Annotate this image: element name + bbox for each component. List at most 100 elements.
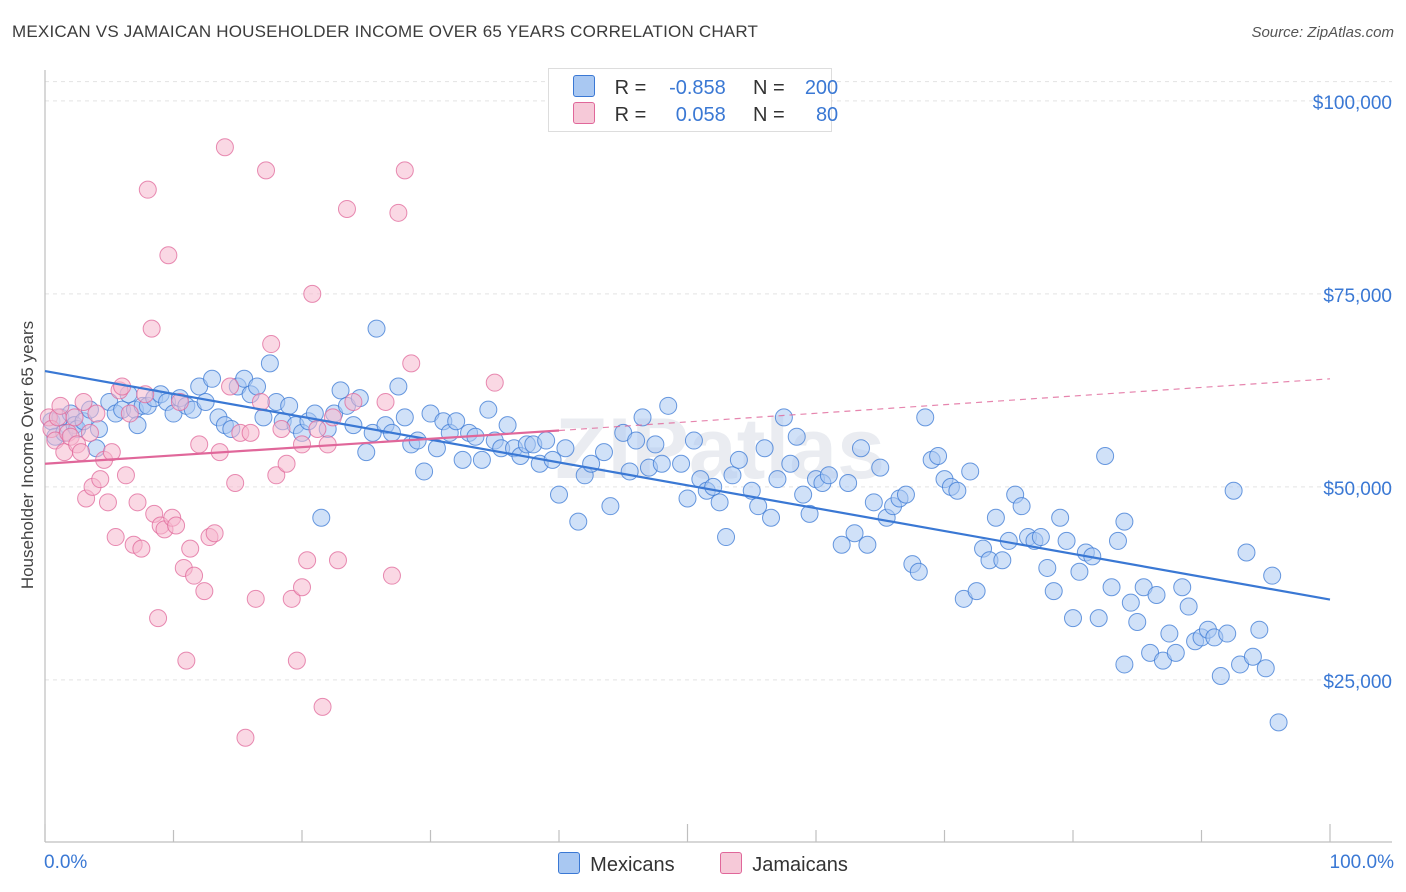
data-point <box>1147 585 1166 604</box>
data-point <box>1250 620 1269 639</box>
data-point <box>190 435 209 454</box>
data-point <box>313 697 332 716</box>
data-point <box>402 354 421 373</box>
data-point <box>858 535 877 554</box>
x-tick-label-min: 0.0% <box>44 852 88 873</box>
data-point <box>205 524 224 543</box>
data-point <box>762 508 781 527</box>
data-point <box>1160 624 1179 643</box>
data-point <box>241 423 260 442</box>
data-point <box>569 512 588 531</box>
data-point <box>328 551 347 570</box>
y-tick-label: $100,000 <box>1313 93 1392 114</box>
axes <box>44 70 1392 843</box>
legend-n-value: 200 <box>804 77 839 99</box>
y-tick-label: $25,000 <box>1323 672 1392 693</box>
data-point <box>1070 562 1089 581</box>
trend-line-jamaicans <box>44 429 560 465</box>
data-point <box>257 161 276 180</box>
data-point <box>1064 609 1082 628</box>
legend-item-mexicans[interactable]: Mexicans <box>558 852 675 877</box>
data-point <box>395 161 414 180</box>
data-point <box>684 431 703 450</box>
data-point <box>1096 447 1115 465</box>
data-point <box>1166 643 1185 662</box>
data-point <box>1102 578 1121 597</box>
data-point <box>185 566 204 585</box>
data-point <box>447 412 466 431</box>
data-point <box>646 435 665 454</box>
data-point <box>74 392 93 411</box>
data-point <box>102 443 121 462</box>
data-points <box>39 138 1288 747</box>
data-point <box>659 396 678 415</box>
legend-item-jamaicans[interactable]: Jamaicans <box>720 852 848 877</box>
data-point <box>627 431 646 450</box>
series-jamaicans <box>39 138 504 747</box>
data-point <box>1121 593 1140 612</box>
data-point <box>415 462 434 481</box>
data-point <box>864 493 883 512</box>
data-point <box>498 416 517 435</box>
data-point <box>142 319 161 338</box>
data-point <box>781 454 800 473</box>
data-point <box>1115 512 1134 531</box>
y-tick-labels: $25,000 $50,000 $75,000 $100,000 <box>1313 93 1392 693</box>
data-point <box>1224 481 1243 500</box>
data-point <box>594 443 613 462</box>
data-point <box>1243 647 1262 666</box>
data-point <box>1044 582 1063 601</box>
data-point <box>929 447 948 465</box>
data-point <box>116 466 135 485</box>
data-point <box>282 589 301 608</box>
data-point <box>1211 667 1230 686</box>
data-point <box>993 551 1012 570</box>
legend-row-mexicans: R = -0.858 N = 200 <box>573 75 838 99</box>
data-point <box>479 400 498 419</box>
data-point <box>132 539 151 558</box>
data-point <box>871 458 890 477</box>
data-point <box>672 454 691 473</box>
data-point <box>774 408 793 427</box>
data-point <box>177 651 196 670</box>
data-point <box>196 392 215 411</box>
x-tick-label-max: 100.0% <box>1329 852 1394 873</box>
data-point <box>896 485 915 504</box>
data-point <box>395 408 414 427</box>
data-point <box>1115 655 1134 674</box>
chart-title: MEXICAN VS JAMAICAN HOUSEHOLDER INCOME O… <box>12 22 759 41</box>
data-point <box>800 504 819 523</box>
data-point <box>1256 659 1275 678</box>
data-point <box>293 578 311 597</box>
data-point <box>787 427 806 446</box>
data-point <box>1263 566 1282 585</box>
data-point <box>633 408 652 427</box>
data-point <box>909 562 928 581</box>
data-point <box>839 474 858 493</box>
data-point <box>1031 528 1050 547</box>
data-point <box>986 508 1005 527</box>
data-point <box>961 462 980 481</box>
data-point <box>1108 531 1127 550</box>
data-point <box>120 404 139 423</box>
data-point <box>601 497 620 516</box>
data-point <box>717 528 736 547</box>
data-point <box>851 439 870 458</box>
data-point <box>331 381 350 400</box>
data-point <box>704 477 723 496</box>
legend-row-jamaicans: R = 0.058 N = 80 <box>573 102 838 126</box>
data-point <box>277 454 296 473</box>
data-point <box>1051 508 1070 527</box>
data-point <box>1173 578 1192 597</box>
data-point <box>149 609 168 628</box>
legend-label-jamaicans: Jamaicans <box>752 854 848 876</box>
data-point <box>1218 624 1237 643</box>
data-point <box>51 396 70 415</box>
trend-line-mexicans <box>44 369 1331 601</box>
data-point <box>195 582 214 601</box>
data-point <box>272 419 291 438</box>
data-point <box>91 470 110 489</box>
data-point <box>967 582 986 601</box>
legend-swatch-pink <box>573 102 595 124</box>
data-point <box>226 474 245 493</box>
